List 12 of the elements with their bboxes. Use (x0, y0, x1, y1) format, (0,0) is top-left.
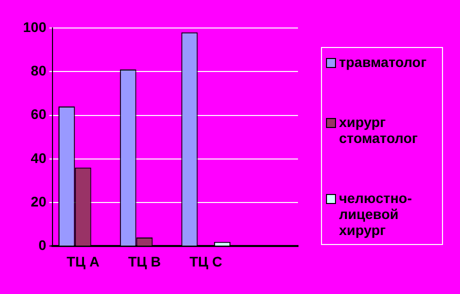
legend-label: хирург стоматолог (339, 114, 419, 146)
legend-label: челюстно-лицевой хирург (339, 190, 413, 238)
legend-label: травматолог (339, 54, 427, 70)
y-tick-label: 80 (30, 62, 47, 78)
y-tick-label: 20 (30, 193, 47, 210)
x-tick-label: ТЦ А (66, 253, 100, 270)
x-tick-label: ТЦ С (189, 253, 222, 270)
y-tick-label: 0 (38, 237, 47, 254)
y-tick-label: 100 (23, 18, 47, 35)
y-tick-label: 60 (30, 106, 47, 122)
x-tick-label: ТЦ В (128, 253, 161, 270)
y-tick-label: 40 (30, 150, 47, 166)
